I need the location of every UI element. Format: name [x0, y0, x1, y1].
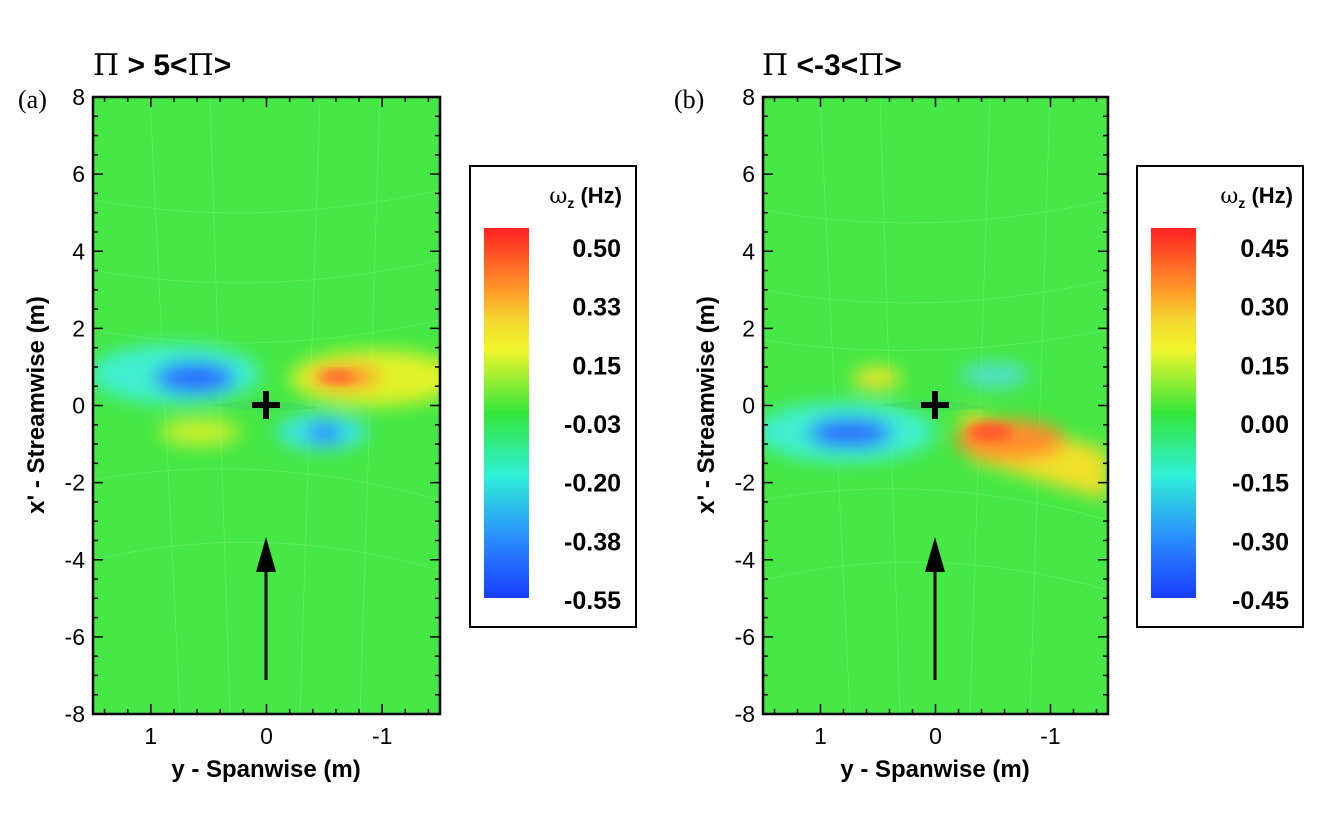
- panel-b-colorbar-labels: 0.45 0.30 0.15 0.00 -0.15 -0.30 -0.45: [1232, 235, 1289, 615]
- panel-b-colorbar-label: -0.30: [1232, 528, 1289, 556]
- panel-b-colorbar-gradient: [1151, 228, 1196, 598]
- panel-a-letter: (a): [18, 85, 47, 114]
- panel-a-colorbar-label: 0.33: [572, 294, 621, 322]
- panel-b-colorbar-label: -0.15: [1232, 470, 1289, 498]
- panel-b-orange-patch: [955, 420, 1065, 460]
- panel-a-ytick-label: 6: [72, 161, 85, 187]
- panel-a-ytick-label: -2: [65, 470, 85, 496]
- panel-b-title-sym2: Π: [858, 48, 884, 83]
- panel-a-colorbar-label: -0.20: [564, 470, 621, 498]
- panel-b-yellow-spot: [853, 367, 901, 389]
- panel-b-ytick-label: 8: [742, 84, 755, 110]
- panel-b-cross: [921, 391, 949, 419]
- panel-a-colorbar-gradient: [484, 228, 529, 598]
- panel-b-colorbar-label: -0.45: [1232, 587, 1289, 615]
- panel-a-xtick-label: 1: [144, 723, 157, 749]
- panel-a-ylabel: x' - Streamwise (m): [23, 296, 50, 514]
- panel-a-xtick-label: 0: [260, 723, 273, 749]
- panel-b-title-end: >: [884, 49, 902, 82]
- panel-a-faint-contours: [93, 97, 440, 714]
- panel-b-xtick-label: 0: [929, 723, 942, 749]
- panel-b-ytick-label: 6: [742, 161, 755, 187]
- panel-b-cb-omega: ω: [1220, 184, 1238, 209]
- panel-a-ytick-label: 8: [72, 84, 85, 110]
- panel-a-colorbar-title: ωz (Hz): [549, 183, 622, 211]
- panel-b-ytick-label: -6: [735, 624, 755, 650]
- panel-a-title-mid: > 5<: [119, 49, 187, 82]
- panel-a-ytick-label: 0: [72, 393, 85, 419]
- panel-a-ytick-label: 4: [72, 238, 85, 264]
- panel-a-xlabel: y - Spanwise (m): [171, 756, 360, 783]
- panel-b-cb-sub: z: [1238, 195, 1245, 211]
- panel-a-colorbar: ωz (Hz) 0.50 0.33 0.15 -0.03 -0.20 -0.38 -0.55: [469, 165, 637, 628]
- panel-a-cb-omega: ω: [549, 184, 567, 209]
- panel-b-red-core: [968, 423, 1012, 441]
- panel-a-yellow-lower: [160, 418, 240, 446]
- panel-b-colorbar-label: 0.15: [1240, 352, 1289, 380]
- panel-a-cb-unit: (Hz): [574, 183, 622, 208]
- panel-b-xtick-label: 1: [814, 723, 827, 749]
- panel-a-arrow: [256, 537, 276, 680]
- panel-b-colorbar: ωz (Hz) 0.45 0.30 0.15 0.00 -0.15 -0.30 -0.45: [1136, 165, 1304, 628]
- panel-a-blue-patch: [155, 362, 235, 394]
- panel-b-title: Π <-3<Π>: [762, 48, 902, 83]
- panel-a-title-sym1: Π: [93, 48, 119, 83]
- panel-b-ytick-label: 2: [742, 315, 755, 341]
- panel-a-red-core: [320, 371, 356, 383]
- panel-a-colorbar-label: 0.15: [572, 352, 621, 380]
- panel-b-cyan-spot: [961, 363, 1029, 387]
- panel-a-colorbar-label: 0.50: [572, 235, 621, 263]
- panel-a-title-end: >: [214, 49, 232, 82]
- panel-b-ylabel: x' - Streamwise (m): [693, 296, 720, 514]
- panel-b: (b) Π <-3<Π>: [674, 48, 1304, 783]
- panel-a-colorbar-label: -0.55: [564, 587, 621, 615]
- panel-b-cb-unit: (Hz): [1245, 183, 1293, 208]
- panel-b-ytick-label: -2: [735, 470, 755, 496]
- panel-b-arrow: [925, 537, 945, 680]
- panel-b-blue-patch: [808, 418, 892, 448]
- panel-b-ytick-label: -4: [735, 547, 756, 573]
- panel-a-xtick-label: -1: [372, 723, 392, 749]
- panel-a-cb-sub: z: [567, 195, 574, 211]
- panel-b-colorbar-label: 0.45: [1240, 235, 1289, 263]
- panel-b-title-mid: <-3<: [788, 49, 858, 82]
- panel-b-xlabel: y - Spanwise (m): [840, 756, 1029, 783]
- panel-a-ytick-label: -8: [65, 701, 85, 727]
- panel-b-ytick-label: 4: [742, 238, 755, 264]
- panel-b-letter: (b): [674, 85, 704, 114]
- panel-b-ytick-label: 0: [742, 393, 755, 419]
- panel-a-colorbar-labels: 0.50 0.33 0.15 -0.03 -0.20 -0.38 -0.55: [564, 235, 621, 615]
- panel-a-title: Π > 5<Π>: [93, 48, 231, 83]
- panel-b-colorbar-label: 0.30: [1240, 294, 1289, 322]
- panel-a-colorbar-label: -0.38: [564, 528, 621, 556]
- panel-b-title-sym1: Π: [762, 48, 788, 83]
- panel-a-title-sym2: Π: [188, 48, 214, 83]
- panel-b-colorbar-label: 0.00: [1240, 411, 1289, 439]
- panel-a-ytick-label: -4: [65, 547, 86, 573]
- panel-b-ytick-label: -8: [735, 701, 755, 727]
- panel-a-colorbar-label: -0.03: [564, 411, 621, 439]
- panel-a-cross: [252, 391, 280, 419]
- panel-b-xtick-label: -1: [1040, 723, 1060, 749]
- panel-b-colorbar-title: ωz (Hz): [1220, 183, 1293, 211]
- panel-a-blue-lower: [307, 423, 343, 443]
- panel-a-ytick-label: -6: [65, 624, 85, 650]
- panel-a: (a) Π > 5<Π>: [18, 48, 637, 783]
- panel-a-ytick-label: 2: [72, 315, 85, 341]
